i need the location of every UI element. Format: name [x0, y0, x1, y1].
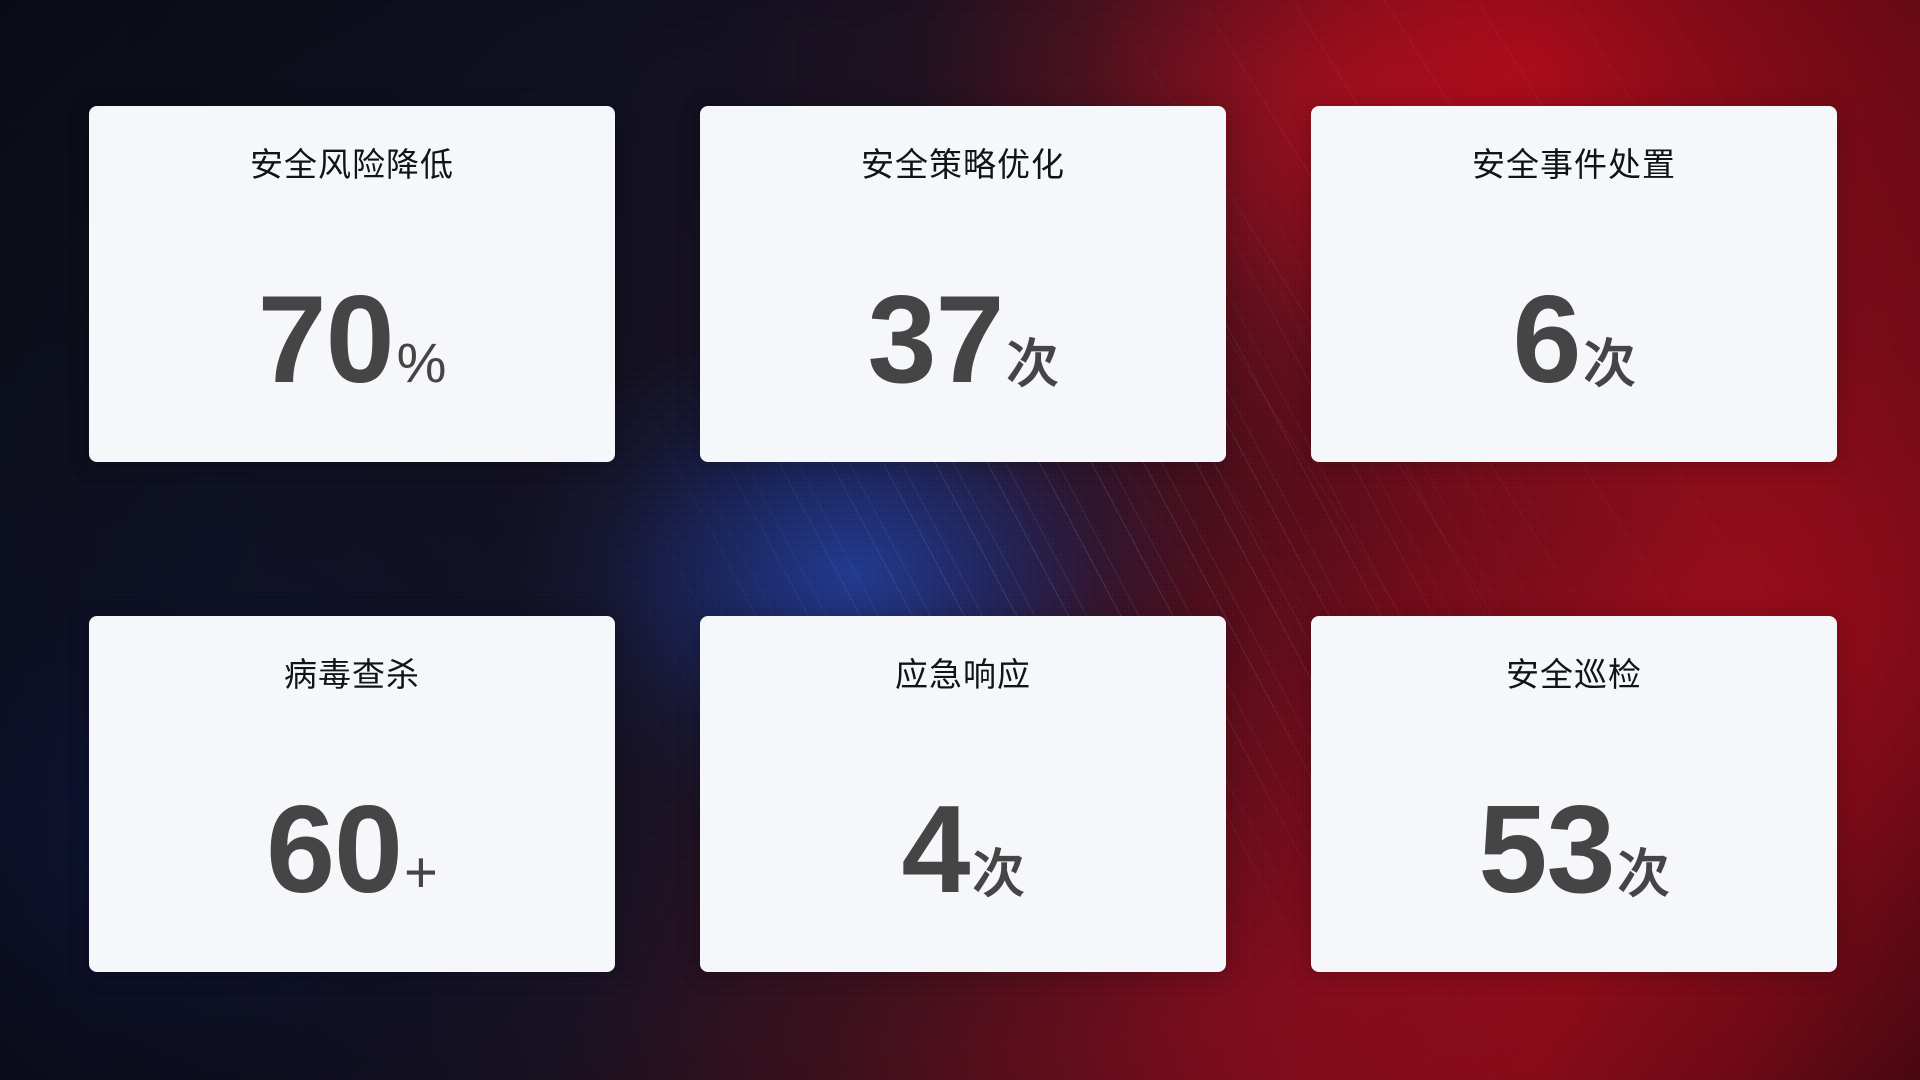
stat-card-title: 应急响应 [895, 656, 1031, 693]
stat-card-title: 安全事件处置 [1472, 146, 1676, 183]
stat-card-divider [1376, 218, 1772, 232]
stat-card[interactable]: 应急响应 4 次 [700, 616, 1226, 972]
stat-card-number: 6 [1512, 271, 1582, 410]
stat-card-divider [765, 218, 1161, 232]
stat-card-value: 6 次 [1512, 271, 1636, 410]
stat-card-number: 4 [901, 781, 971, 920]
stat-card-value: 60 + [266, 781, 438, 920]
stat-card-number: 60 [266, 781, 403, 920]
stat-card-value: 70 % [257, 271, 447, 410]
stat-card-unit: 次 [1583, 336, 1636, 395]
stat-card[interactable]: 安全策略优化 37 次 [700, 106, 1226, 462]
stat-card[interactable]: 安全风险降低 70 % [89, 106, 615, 462]
stat-card-number: 70 [257, 271, 395, 410]
stat-card-divider [765, 728, 1161, 742]
stat-card-divider [154, 728, 550, 742]
stat-card-number: 37 [867, 271, 1005, 410]
stat-card-unit: 次 [1617, 846, 1670, 905]
stat-card-value: 4 次 [901, 781, 1025, 920]
stat-card-unit: % [396, 331, 447, 395]
stat-card-divider [154, 218, 550, 232]
stat-card-unit: 次 [1006, 336, 1059, 395]
stat-card-title: 安全风险降低 [250, 146, 454, 183]
stat-card-value: 37 次 [867, 271, 1059, 410]
stat-card-unit: + [404, 840, 438, 906]
stat-card-divider [1376, 728, 1772, 742]
stat-card-title: 安全巡检 [1506, 656, 1642, 693]
stat-card-grid: 安全风险降低 70 % 安全策略优化 37 次 安全事件处置 6 次 病毒查 [89, 106, 1837, 972]
stat-card-title: 安全策略优化 [861, 146, 1065, 183]
stat-card[interactable]: 安全巡检 53 次 [1311, 616, 1837, 972]
stat-card-title: 病毒查杀 [284, 656, 420, 693]
stat-card[interactable]: 安全事件处置 6 次 [1311, 106, 1837, 462]
stat-card-value: 53 次 [1478, 781, 1670, 920]
stat-card-number: 53 [1478, 781, 1616, 920]
stat-card[interactable]: 病毒查杀 60 + [89, 616, 615, 972]
stat-card-unit: 次 [972, 846, 1025, 905]
